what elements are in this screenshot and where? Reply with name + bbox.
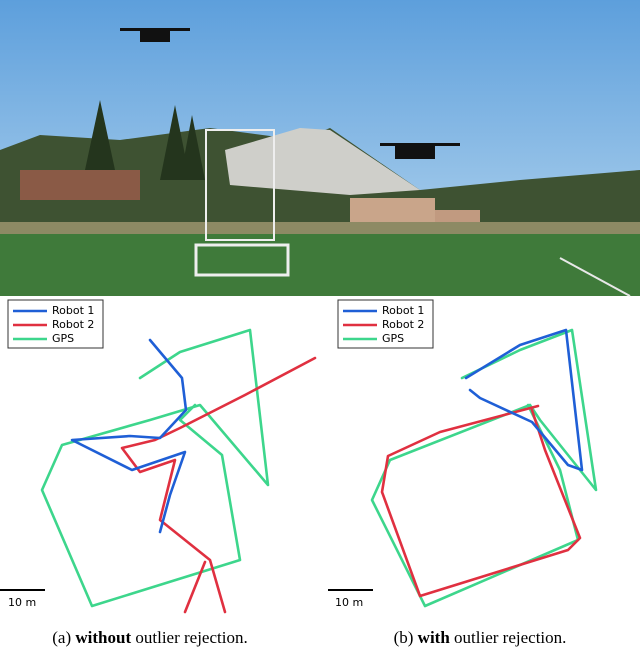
- photo: [0, 0, 640, 297]
- panel-b: Robot 1 Robot 2 GPS 10 m (b) with outlie…: [328, 299, 598, 647]
- robot1-path: [70, 338, 188, 534]
- caption-text: outlier rejection.: [135, 628, 247, 647]
- legend-label: Robot 1: [382, 304, 424, 317]
- caption-label: (a): [52, 628, 71, 647]
- robot2-path: [380, 404, 582, 598]
- panel-a: Robot 1 Robot 2 GPS 10 m (a) without out…: [0, 299, 317, 647]
- caption-emphasis: with: [418, 628, 451, 647]
- robot1-path: [464, 328, 584, 472]
- caption: (b) with outlier rejection.: [394, 628, 567, 647]
- gps-path: [370, 328, 598, 608]
- scale-bar-label: 10 m: [335, 596, 363, 609]
- robot2-path: [120, 356, 317, 614]
- caption: (a) without outlier rejection.: [52, 628, 247, 647]
- caption-label: (b): [394, 628, 414, 647]
- legend-label: Robot 2: [52, 318, 94, 331]
- legend-label: GPS: [52, 332, 74, 345]
- caption-text: outlier rejection.: [454, 628, 566, 647]
- legend-label: Robot 1: [52, 304, 94, 317]
- legend-label: GPS: [382, 332, 404, 345]
- gps-path: [40, 328, 270, 608]
- legend-label: Robot 2: [382, 318, 424, 331]
- scale-bar-label: 10 m: [8, 596, 36, 609]
- caption-emphasis: without: [75, 628, 131, 647]
